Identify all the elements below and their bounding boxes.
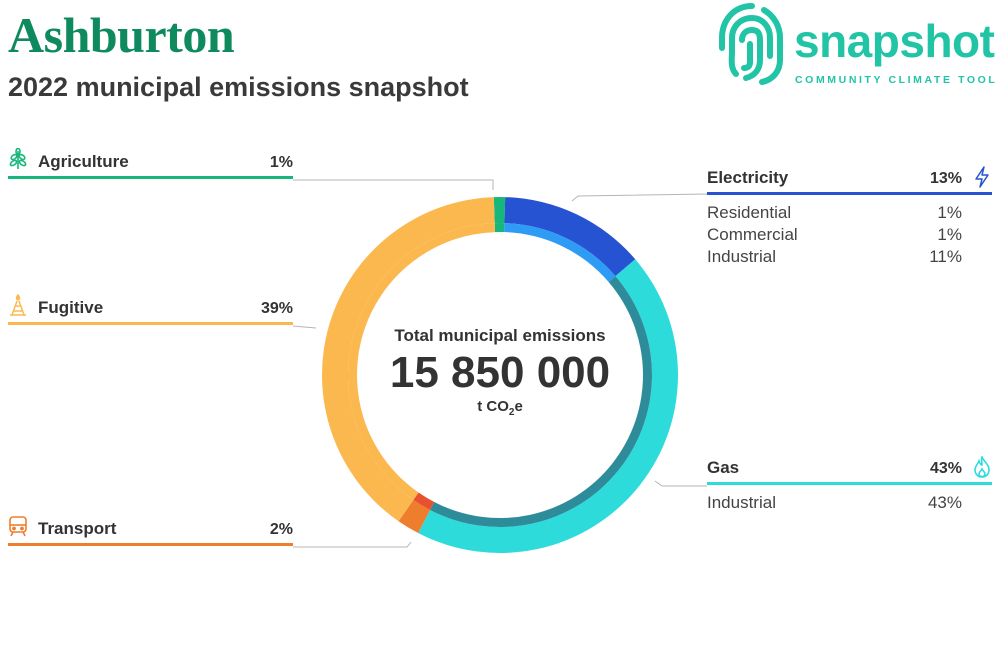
page-subtitle: 2022 municipal emissions snapshot — [8, 72, 469, 102]
sector-fugitive: Fugitive 39% — [8, 294, 293, 325]
total-emissions-panel: Total municipal emissions 15 850 000 t C… — [380, 326, 620, 418]
gas-sub-industrial: Industrial 43% — [707, 493, 962, 512]
leader-line-transport — [293, 541, 412, 548]
oil-rig-icon — [10, 294, 26, 316]
sector-fugitive-pct: 39% — [260, 300, 293, 317]
sector-transport-bar — [8, 543, 293, 546]
sector-gas: Gas 43% Industrial 43% — [707, 456, 992, 515]
sector-electricity-name: Electricity — [707, 168, 789, 187]
electricity-sub-commercial: Commercial 1% — [707, 225, 962, 244]
wheat-icon — [9, 148, 27, 169]
sector-transport: Transport 2% — [8, 516, 293, 546]
electricity-breakdown: Residential 1% Commercial 1% Industrial … — [707, 203, 992, 269]
sector-gas-name: Gas — [707, 458, 740, 477]
outer-ring-slice-electricity — [504, 197, 636, 277]
inner-ring — [348, 223, 652, 528]
snapshot-logo: snapshot COMMUNITY CLIMATE TOOL — [712, 0, 1000, 92]
sector-fugitive-bar — [8, 322, 293, 325]
total-emissions-unit: t CO2e — [477, 398, 523, 418]
fingerprint-logo-icon — [719, 3, 783, 85]
inner-ring-slice-electricity — [504, 223, 616, 282]
sector-transport-pct: 2% — [269, 521, 293, 538]
sector-agriculture-pct: 1% — [269, 154, 293, 171]
leader-lines — [292, 179, 708, 548]
leader-line-electricity — [571, 193, 708, 202]
leader-line-gas — [654, 480, 707, 487]
leader-line-fugitive — [292, 325, 317, 329]
lightning-icon — [975, 166, 989, 188]
total-emissions-value: 15 850 000 — [389, 348, 611, 397]
inner-ring-slice-gas — [430, 276, 652, 528]
outer-ring — [321, 197, 679, 554]
electricity-sub-residential: Residential 1% — [707, 203, 962, 222]
sector-gas-pct: 43% — [929, 460, 962, 477]
outer-ring-slice-agriculture — [493, 197, 506, 224]
electricity-sub-industrial: Industrial 11% — [707, 247, 962, 266]
sector-electricity-bar — [707, 192, 992, 195]
sector-electricity-pct: 13% — [929, 170, 962, 187]
inner-ring-slice-agriculture — [494, 223, 505, 233]
page-title: Ashburton — [8, 7, 235, 63]
outer-ring-slice-gas — [418, 259, 679, 554]
logo-tagline: COMMUNITY CLIMATE TOOL — [795, 74, 998, 86]
inner-ring-slice-transport — [413, 492, 435, 510]
flame-icon — [974, 456, 990, 478]
gas-breakdown: Industrial 43% — [707, 493, 992, 515]
sector-electricity: Electricity 13% Residential 1% Commercia… — [707, 166, 992, 269]
sector-transport-name: Transport — [38, 519, 117, 538]
outer-ring-slice-transport — [398, 499, 431, 534]
leader-line-agriculture — [293, 179, 494, 190]
outer-ring-slice-fugitive — [321, 197, 495, 522]
total-emissions-label: Total municipal emissions — [394, 326, 606, 345]
sector-agriculture-bar — [8, 176, 293, 179]
train-icon — [9, 516, 27, 537]
sector-agriculture: Agriculture 1% — [8, 148, 293, 179]
sector-gas-bar — [707, 482, 992, 485]
sector-fugitive-name: Fugitive — [38, 298, 104, 317]
logo-wordmark: snapshot — [794, 15, 995, 67]
sector-agriculture-name: Agriculture — [38, 152, 129, 171]
